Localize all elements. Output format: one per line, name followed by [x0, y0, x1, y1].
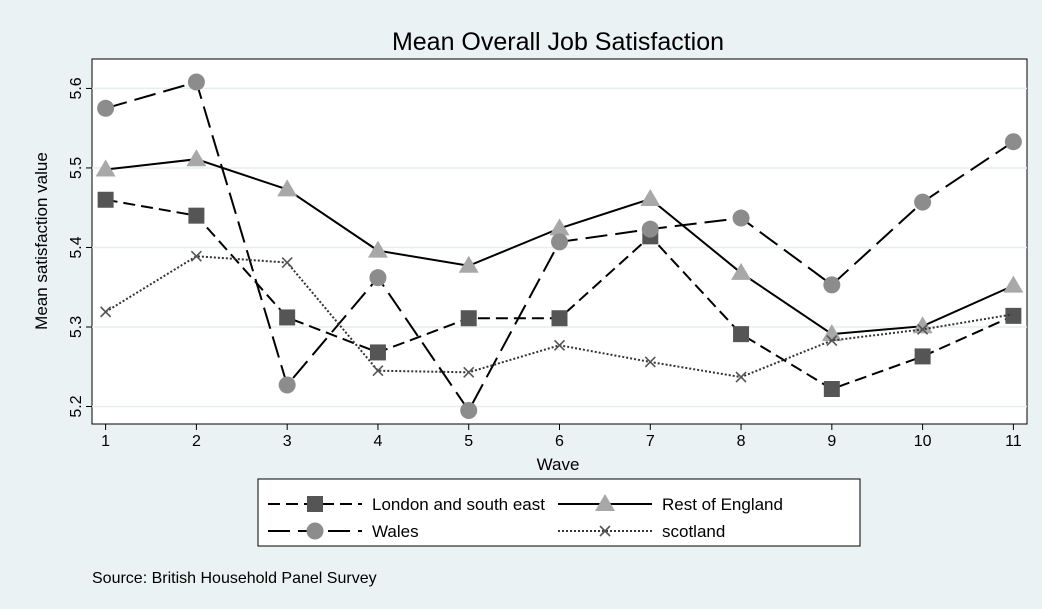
data-point	[553, 339, 566, 351]
legend-item: scotland	[558, 522, 725, 541]
series-rest-of-england	[95, 149, 1024, 342]
data-point	[369, 344, 386, 361]
data-point	[100, 306, 112, 318]
series-wales	[97, 73, 1022, 419]
data-point	[277, 179, 298, 197]
data-point	[460, 401, 478, 419]
data-point	[458, 255, 479, 273]
x-tick-label: 11	[1005, 433, 1022, 450]
data-point	[1005, 307, 1022, 324]
y-tick-label: 5.5	[68, 157, 85, 179]
data-point	[463, 366, 475, 378]
data-point	[732, 209, 750, 227]
data-point	[190, 250, 202, 262]
legend: London and south east Rest of England Wale…	[268, 494, 783, 541]
data-point	[549, 218, 570, 236]
legend-label: Rest of England	[662, 495, 783, 514]
data-point	[823, 276, 841, 294]
legend-marker	[595, 494, 615, 511]
data-point	[917, 323, 929, 335]
x-tick-label: 7	[646, 433, 655, 450]
data-point	[95, 159, 116, 177]
data-point	[1007, 308, 1019, 320]
legend-label: scotland	[662, 522, 725, 541]
y-tick-label: 5.2	[68, 395, 85, 417]
x-tick-label: 2	[192, 433, 201, 450]
x-tick-label: 5	[464, 433, 473, 450]
legend-item: Wales	[268, 522, 419, 541]
data-point	[369, 269, 387, 287]
data-point	[278, 376, 296, 394]
data-point	[279, 309, 296, 326]
data-point	[187, 73, 205, 91]
legend-item: London and south east	[268, 495, 545, 514]
x-tick-label: 6	[555, 433, 564, 450]
data-point	[821, 324, 842, 342]
data-point	[186, 149, 207, 167]
y-axis-label: Mean satisfaction value	[32, 152, 51, 330]
x-axis: 1 2 3 4 5 6 7 8 9 10 11	[101, 424, 1022, 450]
data-point	[823, 381, 840, 398]
series-layer	[95, 73, 1024, 419]
y-tick-label: 5.6	[68, 77, 85, 99]
data-point	[460, 310, 477, 327]
x-axis-label: Wave	[537, 455, 580, 474]
chart-title: Mean Overall Job Satisfaction	[392, 28, 724, 56]
x-tick-label: 1	[101, 433, 110, 450]
legend-marker	[307, 496, 323, 512]
data-point	[188, 207, 205, 224]
x-tick-label: 8	[737, 433, 746, 450]
x-tick-label: 3	[283, 433, 292, 450]
y-tick-label: 5.4	[68, 236, 85, 258]
data-point	[912, 316, 933, 334]
data-point	[641, 220, 659, 238]
legend-box	[257, 478, 861, 547]
data-point	[826, 334, 838, 347]
data-point	[644, 356, 656, 368]
x-tick-label: 10	[914, 433, 932, 450]
data-point	[551, 310, 568, 327]
grid-lines	[92, 87, 1027, 408]
legend-label: London and south east	[372, 495, 545, 514]
data-point	[733, 326, 750, 343]
data-point	[281, 257, 293, 269]
data-point	[97, 99, 115, 117]
data-point	[1003, 275, 1024, 293]
data-point	[731, 262, 752, 280]
x-tick-label: 4	[373, 433, 382, 450]
x-tick-label: 9	[827, 433, 836, 450]
data-point	[1004, 133, 1022, 151]
data-point	[97, 191, 114, 208]
data-point	[640, 188, 661, 206]
data-point	[372, 365, 384, 377]
series-scotland	[100, 250, 1019, 383]
legend-marker	[599, 525, 611, 537]
data-point	[735, 371, 747, 383]
legend-label: Wales	[372, 522, 419, 541]
data-point	[367, 240, 388, 258]
y-tick-label: 5.3	[68, 316, 85, 338]
legend-item: Rest of England	[558, 494, 783, 514]
source-note: Source: British Household Panel Survey	[92, 570, 377, 587]
data-point	[914, 348, 931, 365]
y-axis: 5.2 5.3 5.4 5.5 5.6	[68, 77, 92, 418]
data-point	[551, 233, 568, 251]
data-point	[914, 193, 932, 211]
legend-marker	[306, 522, 324, 540]
